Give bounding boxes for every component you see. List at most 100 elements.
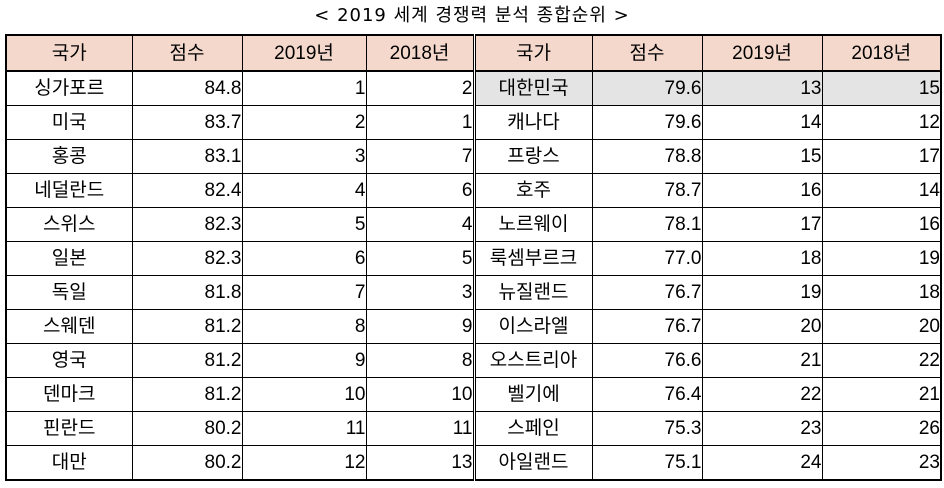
header-rank-2019: 2019년	[701, 34, 823, 72]
rank-2019-cell: 23	[701, 411, 823, 446]
rank-2018-cell: 19	[821, 241, 942, 276]
table-row: 대만 80.2 12 13 아일랜드 75.1 24 23	[5, 445, 942, 481]
score-cell: 76.6	[591, 343, 703, 378]
table-row: 스위스 82.3 5 4 노르웨이 78.1 17 16	[5, 207, 942, 242]
header-country: 국가	[5, 34, 133, 72]
rank-2019-cell: 3	[241, 139, 367, 174]
ranking-table: 국가 점수 2019년 2018년 국가 점수 2019년 2018년 싱가포르…	[5, 34, 942, 481]
table-row: 독일 81.8 7 3 뉴질랜드 76.7 19 18	[5, 275, 942, 310]
rank-2019-cell: 10	[241, 377, 367, 412]
header-country: 국가	[472, 34, 593, 72]
score-cell: 76.7	[591, 275, 703, 310]
score-cell: 81.2	[131, 309, 243, 344]
rank-2019-cell: 6	[241, 241, 367, 276]
rank-2019-cell: 21	[701, 343, 823, 378]
rank-2019-cell: 9	[241, 343, 367, 378]
rank-2018-cell: 7	[365, 139, 475, 174]
score-cell: 78.1	[591, 207, 703, 242]
rank-2019-cell: 11	[241, 411, 367, 446]
rank-2019-cell: 4	[241, 173, 367, 208]
rank-2018-cell: 22	[821, 343, 942, 378]
table-row: 영국 81.2 9 8 오스트리아 76.6 21 22	[5, 343, 942, 378]
score-cell: 80.2	[131, 411, 243, 446]
table-row: 홍콩 83.1 3 7 프랑스 78.8 15 17	[5, 139, 942, 174]
score-cell: 83.1	[131, 139, 243, 174]
rank-2018-cell: 14	[821, 173, 942, 208]
rank-2018-cell: 11	[365, 411, 475, 446]
rank-2019-cell: 8	[241, 309, 367, 344]
score-cell: 82.3	[131, 241, 243, 276]
country-cell: 뉴질랜드	[472, 275, 593, 310]
rank-2019-cell: 13	[701, 70, 823, 106]
score-cell: 82.4	[131, 173, 243, 208]
rank-2018-cell: 3	[365, 275, 475, 310]
rank-2018-cell: 5	[365, 241, 475, 276]
country-cell: 프랑스	[472, 139, 593, 174]
country-cell: 스페인	[472, 411, 593, 446]
header-rank-2018: 2018년	[821, 34, 942, 72]
rank-2019-cell: 16	[701, 173, 823, 208]
score-cell: 75.1	[591, 445, 703, 481]
rank-2018-cell: 17	[821, 139, 942, 174]
country-cell: 대한민국	[472, 70, 593, 106]
rank-2019-cell: 18	[701, 241, 823, 276]
country-cell: 스위스	[5, 207, 133, 242]
page-title: < 2019 세계 경쟁력 분석 종합순위 >	[314, 5, 630, 26]
header-score: 점수	[591, 34, 703, 72]
rank-2019-cell: 14	[701, 105, 823, 140]
rank-2019-cell: 19	[701, 275, 823, 310]
score-cell: 78.8	[591, 139, 703, 174]
score-cell: 76.4	[591, 377, 703, 412]
score-cell: 84.8	[131, 70, 243, 106]
rank-2018-cell: 20	[821, 309, 942, 344]
country-cell: 네덜란드	[5, 173, 133, 208]
score-cell: 81.2	[131, 343, 243, 378]
score-cell: 78.7	[591, 173, 703, 208]
rank-2019-cell: 2	[241, 105, 367, 140]
rank-2019-cell: 20	[701, 309, 823, 344]
country-cell: 홍콩	[5, 139, 133, 174]
country-cell: 대만	[5, 445, 133, 481]
rank-2019-cell: 1	[241, 70, 367, 106]
rank-2018-cell: 8	[365, 343, 475, 378]
score-cell: 82.3	[131, 207, 243, 242]
score-cell: 83.7	[131, 105, 243, 140]
score-cell: 81.8	[131, 275, 243, 310]
country-cell: 영국	[5, 343, 133, 378]
rank-2018-cell: 16	[821, 207, 942, 242]
rank-2018-cell: 13	[365, 445, 475, 481]
rank-2018-cell: 12	[821, 105, 942, 140]
header-score: 점수	[131, 34, 243, 72]
table-row: 덴마크 81.2 10 10 벨기에 76.4 22 21	[5, 377, 942, 412]
rank-2018-cell: 6	[365, 173, 475, 208]
rank-2018-cell: 23	[821, 445, 942, 481]
rank-2018-cell: 2	[365, 70, 475, 106]
header-rank-2018: 2018년	[365, 34, 475, 72]
table-row: 일본 82.3 6 5 룩셈부르크 77.0 18 19	[5, 241, 942, 276]
table-row: 네덜란드 82.4 4 6 호주 78.7 16 14	[5, 173, 942, 208]
table-row: 미국 83.7 2 1 캐나다 79.6 14 12	[5, 105, 942, 140]
rank-2018-cell: 18	[821, 275, 942, 310]
country-cell: 캐나다	[472, 105, 593, 140]
country-cell: 룩셈부르크	[472, 241, 593, 276]
table-row: 핀란드 80.2 11 11 스페인 75.3 23 26	[5, 411, 942, 446]
rank-2019-cell: 7	[241, 275, 367, 310]
table-row: 스웨덴 81.2 8 9 이스라엘 76.7 20 20	[5, 309, 942, 344]
country-cell: 오스트리아	[472, 343, 593, 378]
rank-2018-cell: 1	[365, 105, 475, 140]
country-cell: 미국	[5, 105, 133, 140]
rank-2019-cell: 5	[241, 207, 367, 242]
score-cell: 79.6	[591, 105, 703, 140]
rank-2019-cell: 22	[701, 377, 823, 412]
country-cell: 일본	[5, 241, 133, 276]
country-cell: 벨기에	[472, 377, 593, 412]
table-body: 싱가포르 84.8 1 2 대한민국 79.6 13 15 미국 83.7 2 1 캐나다 79.6 14 1…	[5, 70, 942, 481]
score-cell: 75.3	[591, 411, 703, 446]
rank-2018-cell: 10	[365, 377, 475, 412]
country-cell: 호주	[472, 173, 593, 208]
rank-2018-cell: 4	[365, 207, 475, 242]
rank-2018-cell: 9	[365, 309, 475, 344]
country-cell: 노르웨이	[472, 207, 593, 242]
rank-2019-cell: 24	[701, 445, 823, 481]
header-row: 국가 점수 2019년 2018년 국가 점수 2019년 2018년	[5, 34, 942, 72]
